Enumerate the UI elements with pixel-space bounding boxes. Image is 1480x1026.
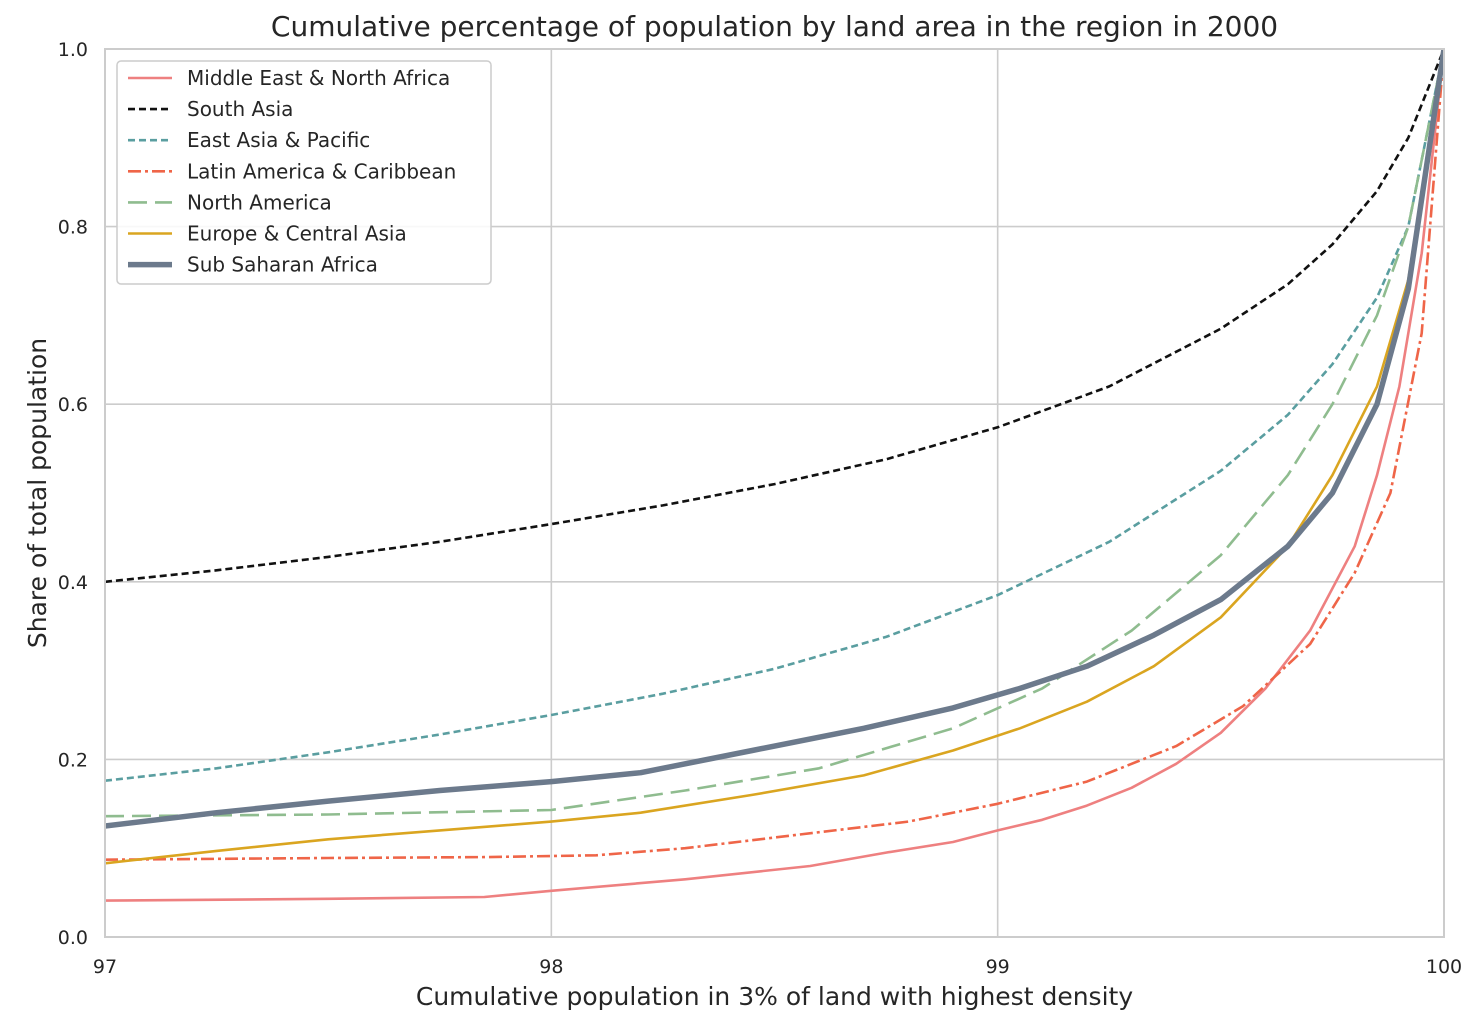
series-lines — [105, 49, 1444, 902]
legend-label: North America — [187, 190, 332, 214]
y-tick-label: 0.8 — [58, 217, 88, 239]
y-tick-label: 1.0 — [58, 39, 88, 61]
legend: Middle East & North Africa South Asia East… — [116, 60, 492, 285]
legend-label: Sub Saharan Africa — [187, 253, 378, 277]
legend-label: Europe & Central Asia — [187, 222, 407, 246]
series-line-2 — [105, 49, 1444, 782]
x-tick-label: 100 — [1426, 956, 1462, 978]
x-tick-label: 98 — [539, 956, 563, 978]
chart-title: Cumulative percentage of population by l… — [271, 10, 1278, 43]
legend-label: East Asia & Pacific — [187, 128, 370, 152]
legend-box — [116, 60, 492, 285]
series-line-5 — [105, 49, 1444, 865]
series-line-3 — [105, 49, 1444, 861]
series-line-1 — [105, 49, 1444, 584]
tick-labels: 97 98 99 100 0.0 0.2 0.4 0.6 0.8 1.0 — [58, 39, 1462, 978]
x-axis-title: Cumulative population in 3% of land with… — [416, 982, 1133, 1011]
legend-label: Middle East & North Africa — [187, 66, 450, 90]
x-tick-label: 99 — [986, 956, 1010, 978]
legend-label: South Asia — [187, 97, 293, 121]
y-tick-label: 0.2 — [58, 749, 88, 771]
series-line-4 — [105, 49, 1444, 818]
y-tick-label: 0.0 — [58, 927, 88, 949]
y-tick-label: 0.4 — [58, 572, 88, 594]
x-tick-label: 97 — [93, 956, 117, 978]
series-line-6 — [105, 49, 1444, 829]
y-tick-label: 0.6 — [58, 394, 88, 416]
legend-label: Latin America & Caribbean — [187, 159, 456, 183]
y-axis-title: Share of total population — [23, 338, 52, 648]
series-line-0 — [105, 49, 1444, 902]
plot-area-frame — [104, 48, 1445, 938]
